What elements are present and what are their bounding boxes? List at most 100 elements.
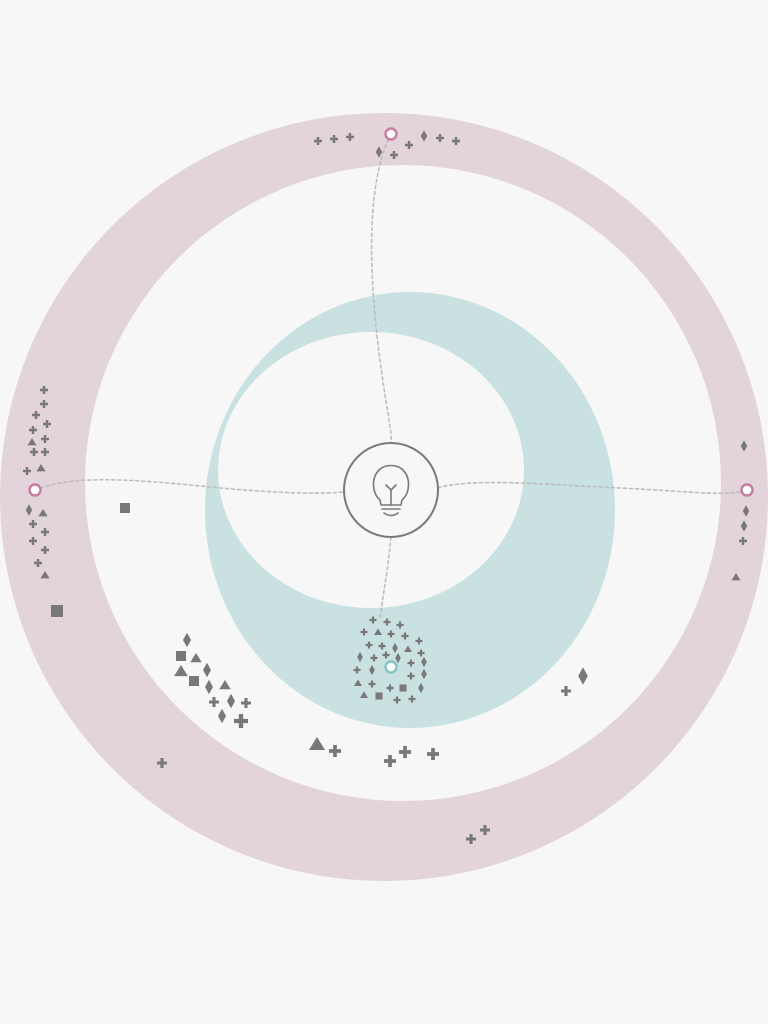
lightbulb-icon	[372, 464, 410, 517]
diamond-marker	[742, 505, 750, 517]
triangle-marker	[219, 680, 231, 690]
plus-marker	[427, 748, 439, 760]
plus-marker	[393, 696, 401, 704]
plus-marker	[561, 686, 571, 696]
diamond-marker	[203, 662, 211, 678]
inner-ring	[205, 292, 615, 728]
plus-marker	[314, 137, 322, 145]
diamond-marker	[375, 146, 383, 158]
plus-marker	[466, 834, 476, 844]
plus-marker	[480, 825, 490, 835]
diamond-marker	[392, 642, 398, 654]
plus-marker	[209, 697, 219, 707]
plus-marker	[34, 559, 42, 567]
diamond-marker	[420, 130, 428, 142]
diamond-marker	[218, 708, 226, 724]
plus-marker	[41, 448, 49, 456]
plus-marker	[415, 637, 423, 645]
triangle-marker	[403, 645, 413, 652]
diamond-marker	[395, 652, 401, 664]
triangle-marker	[36, 464, 46, 472]
plus-marker	[370, 654, 378, 662]
plus-marker	[417, 649, 425, 657]
plus-marker	[346, 133, 354, 141]
node-left[interactable]	[28, 483, 42, 497]
diamond-marker	[418, 682, 424, 694]
plus-marker	[30, 448, 38, 456]
plus-marker	[378, 642, 386, 650]
diamond-marker	[369, 664, 375, 676]
marker-layer	[23, 130, 750, 844]
plus-marker	[399, 746, 411, 758]
plus-marker	[408, 695, 416, 703]
path-bottom	[379, 536, 392, 621]
plus-marker	[157, 758, 167, 768]
plus-marker	[43, 420, 51, 428]
path-right	[437, 481, 748, 495]
plus-marker	[41, 435, 49, 443]
plus-marker	[386, 684, 394, 692]
plus-marker	[29, 426, 37, 434]
plus-marker	[329, 745, 341, 757]
diamond-marker	[25, 504, 33, 516]
plus-marker	[29, 537, 37, 545]
plus-marker	[384, 755, 396, 767]
diamond-marker	[357, 651, 363, 663]
plus-marker	[40, 386, 48, 394]
path-top	[370, 133, 392, 444]
plus-marker	[368, 680, 376, 688]
diamond-marker	[421, 668, 427, 680]
plus-marker	[387, 630, 395, 638]
plus-marker	[330, 135, 338, 143]
square-marker	[399, 684, 407, 692]
plus-marker	[234, 714, 248, 728]
plus-marker	[365, 641, 373, 649]
node-right[interactable]	[740, 483, 754, 497]
plus-marker	[32, 411, 40, 419]
diamond-marker	[578, 667, 588, 685]
plus-marker	[739, 537, 747, 545]
center-button[interactable]	[343, 442, 439, 538]
square-marker	[51, 605, 63, 617]
plus-marker	[23, 467, 31, 475]
plus-marker	[390, 151, 398, 159]
plus-marker	[407, 672, 415, 680]
triangle-marker	[731, 573, 741, 581]
diamond-marker	[183, 632, 191, 648]
plus-marker	[360, 628, 368, 636]
plus-marker	[436, 134, 444, 142]
diamond-marker	[227, 693, 235, 709]
square-marker	[176, 651, 186, 661]
plus-marker	[369, 616, 377, 624]
plus-marker	[396, 621, 404, 629]
triangle-marker	[373, 628, 383, 635]
plus-marker	[452, 137, 460, 145]
triangle-marker	[27, 438, 37, 446]
path-left	[34, 478, 345, 494]
node-bottom[interactable]	[384, 660, 398, 674]
plus-marker	[407, 659, 415, 667]
plus-marker	[382, 651, 390, 659]
plus-marker	[41, 528, 49, 536]
plus-marker	[405, 141, 413, 149]
square-marker	[375, 692, 383, 700]
plus-marker	[353, 666, 361, 674]
plus-marker	[40, 400, 48, 408]
square-marker	[189, 676, 199, 686]
triangle-marker	[190, 653, 202, 663]
triangle-marker	[174, 665, 188, 677]
square-marker	[120, 503, 130, 513]
plus-marker	[383, 618, 391, 626]
plus-marker	[241, 698, 251, 708]
node-top[interactable]	[384, 127, 398, 141]
diamond-marker	[205, 679, 213, 695]
triangle-marker	[353, 679, 363, 686]
plus-marker	[401, 632, 409, 640]
triangle-marker	[40, 571, 50, 579]
plus-marker	[41, 546, 49, 554]
triangle-marker	[308, 737, 326, 750]
diamond-marker	[740, 520, 748, 532]
triangle-marker	[359, 691, 369, 698]
